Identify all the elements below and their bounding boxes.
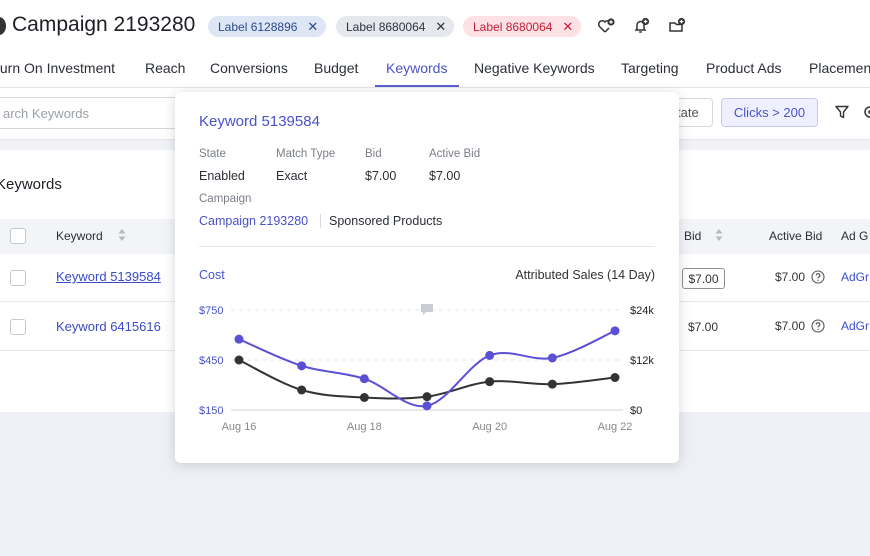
comment-icon bbox=[421, 304, 433, 315]
help-icon[interactable] bbox=[811, 270, 825, 284]
tab-negative-keywords[interactable]: Negative Keywords bbox=[474, 60, 595, 76]
chart-point-sales bbox=[547, 353, 557, 363]
column-header-bid[interactable]: Bid bbox=[684, 229, 702, 243]
back-icon[interactable] bbox=[0, 17, 6, 35]
label-chip[interactable]: Label 6128896 ✕ bbox=[208, 16, 327, 37]
column-header-active-bid[interactable]: Active Bid bbox=[769, 229, 823, 243]
label-chip[interactable]: Label 8680064 ✕ bbox=[463, 16, 582, 37]
close-icon[interactable]: ✕ bbox=[562, 19, 574, 34]
chart-x-tick-label: Aug 22 bbox=[598, 421, 633, 433]
label-chip-text: Label 8680064 bbox=[346, 19, 426, 34]
active-bid-label: Active Bid bbox=[429, 148, 481, 160]
chart-point-sales bbox=[610, 326, 620, 336]
bid-value: $7.00 bbox=[688, 320, 719, 334]
chart-point-sales bbox=[234, 334, 244, 344]
keyword-link[interactable]: Keyword 5139584 bbox=[56, 269, 161, 284]
bid-label: Bid bbox=[365, 148, 382, 160]
folder-add-icon[interactable] bbox=[668, 17, 686, 35]
help-icon[interactable] bbox=[811, 319, 825, 333]
sort-icon[interactable] bbox=[118, 228, 126, 242]
sort-icon[interactable] bbox=[715, 228, 723, 242]
chart-left-axis-label: Cost bbox=[199, 268, 225, 282]
chart-left-tick-label: $150 bbox=[199, 405, 223, 417]
filter-icon[interactable] bbox=[834, 104, 850, 120]
label-chip-text: Label 8680064 bbox=[473, 19, 553, 34]
tab-keywords[interactable]: Keywords bbox=[386, 60, 448, 76]
chart-left-tick-label: $750 bbox=[199, 305, 223, 317]
column-header-ad-group[interactable]: Ad G bbox=[841, 229, 869, 243]
campaign-link[interactable]: Campaign 2193280 bbox=[199, 214, 309, 228]
chart-right-axis-label: Attributed Sales (14 Day) bbox=[515, 268, 655, 282]
search-input[interactable]: arch Keywords bbox=[0, 97, 192, 129]
label-chip-text: Label 6128896 bbox=[218, 19, 298, 34]
chart-point-cost bbox=[234, 355, 244, 365]
performance-chart: Cost Attributed Sales (14 Day) $750 $24k $45… bbox=[199, 268, 655, 433]
gear-icon[interactable] bbox=[862, 104, 870, 120]
state-value: Enabled bbox=[199, 169, 245, 183]
chart-right-tick-label: $0 bbox=[630, 405, 642, 417]
close-icon[interactable]: ✕ bbox=[307, 19, 319, 34]
bid-input[interactable]: $7.00 bbox=[682, 268, 725, 289]
tab-conversions[interactable]: Conversions bbox=[210, 60, 288, 76]
page-header: Campaign 2193280 Label 6128896 ✕ Label 8… bbox=[0, 0, 870, 52]
bid-value: $7.00 bbox=[365, 169, 397, 183]
label-chip[interactable]: Label 8680064 ✕ bbox=[336, 16, 455, 37]
chart-point-cost bbox=[547, 379, 557, 389]
chart-point-sales bbox=[485, 350, 495, 360]
chart-point-sales bbox=[297, 361, 307, 371]
row-checkbox[interactable] bbox=[10, 270, 26, 286]
campaign-label: Campaign bbox=[199, 193, 252, 205]
tab-placements[interactable]: Placemen bbox=[809, 60, 870, 76]
clicks-filter-chip[interactable]: Clicks > 200 bbox=[721, 98, 818, 127]
tab-budget[interactable]: Budget bbox=[314, 60, 359, 76]
active-bid-value: $7.00 bbox=[775, 270, 806, 284]
chart-x-tick-label: Aug 16 bbox=[222, 421, 257, 433]
active-bid-value: $7.00 bbox=[429, 169, 461, 183]
close-icon[interactable]: ✕ bbox=[435, 19, 447, 34]
match-type-label: Match Type bbox=[276, 148, 336, 160]
tab-bar: turn On Investment Reach Conversions Bud… bbox=[0, 52, 870, 88]
bell-add-icon[interactable] bbox=[632, 17, 650, 35]
state-label: State bbox=[199, 148, 226, 160]
chart-point-sales bbox=[359, 374, 369, 384]
tab-return-on-investment[interactable]: turn On Investment bbox=[0, 60, 116, 76]
chart-left-tick-label: $450 bbox=[199, 355, 223, 367]
campaign-type: Sponsored Products bbox=[329, 214, 443, 228]
heart-add-icon[interactable] bbox=[597, 17, 615, 35]
chart-x-tick-label: Aug 20 bbox=[472, 421, 507, 433]
section-title: Keywords bbox=[0, 176, 62, 193]
ad-group-link[interactable]: AdGr bbox=[841, 319, 870, 333]
divider bbox=[199, 246, 655, 247]
column-header-keyword[interactable]: Keyword bbox=[56, 229, 103, 243]
select-all-checkbox[interactable] bbox=[10, 228, 26, 244]
keyword-popover: Keyword 5139584 State Enabled Match Type… bbox=[175, 92, 679, 463]
chart-point-sales bbox=[422, 401, 432, 411]
chart-x-tick-label: Aug 18 bbox=[347, 421, 382, 433]
chart-point-cost bbox=[610, 373, 620, 382]
chart-point-cost bbox=[297, 385, 307, 395]
row-checkbox[interactable] bbox=[10, 319, 26, 335]
page-title: Campaign 2193280 bbox=[12, 13, 196, 36]
tab-product-ads[interactable]: Product Ads bbox=[706, 60, 782, 76]
chart-right-tick-label: $12k bbox=[630, 355, 654, 367]
active-tab-indicator bbox=[375, 85, 459, 87]
tab-reach[interactable]: Reach bbox=[145, 60, 186, 76]
chart-point-cost bbox=[359, 393, 369, 402]
popover-title[interactable]: Keyword 5139584 bbox=[199, 113, 320, 130]
ad-group-link[interactable]: AdGr bbox=[841, 270, 870, 284]
chart-right-tick-label: $24k bbox=[630, 305, 654, 317]
tab-targeting[interactable]: Targeting bbox=[621, 60, 679, 76]
keyword-link[interactable]: Keyword 6415616 bbox=[56, 319, 161, 334]
chart-point-cost bbox=[485, 377, 495, 387]
match-type-value: Exact bbox=[276, 169, 308, 183]
divider bbox=[320, 214, 321, 228]
active-bid-value: $7.00 bbox=[775, 319, 806, 333]
chart-point-cost bbox=[422, 392, 432, 402]
